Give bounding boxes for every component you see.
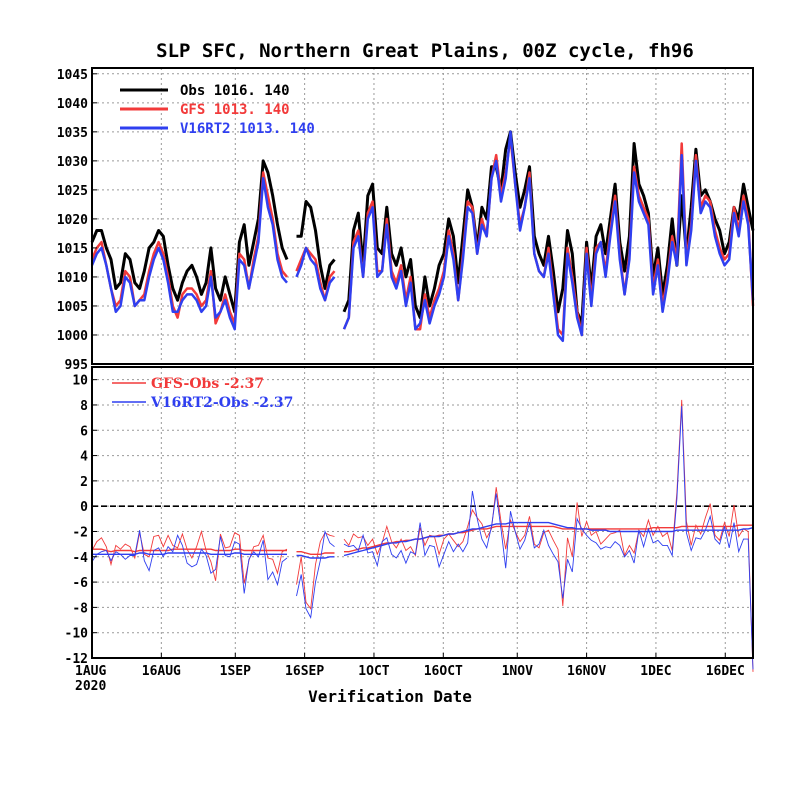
y-tick-label: -8 — [72, 601, 88, 616]
x-tick-label: 1SEP — [220, 664, 251, 679]
x-tick-label: 1NOV — [502, 664, 533, 679]
x-tick-label: 16AUG — [142, 664, 181, 679]
y-tick-label: 0 — [80, 500, 88, 515]
legend-label-gfs: GFS 1013. 140 — [180, 102, 290, 118]
y-tick-label: 1045 — [57, 68, 88, 83]
y-tick-label: -2 — [72, 525, 88, 540]
bottom-grid — [91, 367, 753, 659]
y-tick-label: 6 — [80, 424, 88, 439]
x-tick-label: 1AUG — [75, 664, 106, 679]
legend-label-gfs-obs: GFS-Obs -2.37 — [151, 376, 264, 392]
series-line-v16rt2-obs — [91, 406, 754, 670]
y-tick-label: -6 — [72, 576, 88, 591]
y-tick-label: 10 — [72, 374, 88, 389]
x-tick-label: 16OCT — [424, 664, 463, 679]
x-axis-ticks: 1AUG 16AUG 1SEP 16SEP 1OCT 16OCT 1NOV 16NOV 1DEC… — [75, 653, 745, 679]
chart-title: SLP SFC, Northern Great Plains, 00Z cycl… — [156, 40, 694, 62]
y-tick-label: 4 — [80, 450, 88, 465]
y-tick-label: 1040 — [57, 97, 88, 112]
x-tick-label: 16DEC — [706, 664, 745, 679]
y-tick-label: 1015 — [57, 242, 88, 257]
bottom-series-lines — [91, 399, 754, 672]
y-tick-label: 995 — [65, 358, 88, 373]
running-mean-line-v16rt2-obs — [92, 521, 754, 559]
legend-label-v16rt2-obs: V16RT2-Obs -2.37 — [150, 395, 293, 411]
y-tick-label: -4 — [72, 551, 88, 566]
x-axis-label: Verification Date — [308, 687, 472, 706]
y-tick-label: 1000 — [57, 329, 88, 344]
y-tick-label: 1010 — [57, 271, 88, 286]
top-panel-slp: 995 1000 1005 1010 1015 1020 1025 1030 1035 1040 1… — [57, 67, 755, 373]
series-line-v16rt2 — [90, 130, 755, 343]
legend-label-v16rt2: V16RT2 1013. 140 — [180, 121, 315, 137]
bottom-legend: GFS-Obs -2.37 V16RT2-Obs -2.37 — [112, 376, 293, 411]
x-year-label: 2020 — [75, 679, 106, 694]
top-panel-frame — [91, 67, 754, 365]
y-tick-label: 2 — [80, 475, 88, 490]
y-tick-label: 1025 — [57, 184, 88, 199]
x-tick-label: 1OCT — [358, 664, 389, 679]
bottom-y-ticks: -12 -10 -8 -6 -4 -2 0 2 4 6 8 10 — [65, 374, 97, 667]
y-tick-label: 1005 — [57, 300, 88, 315]
series-line-gfs — [90, 136, 755, 337]
x-tick-label: 16NOV — [567, 664, 606, 679]
top-legend: Obs 1016. 140 GFS 1013. 140 V16RT2 1013. 1… — [120, 83, 315, 137]
bottom-panel-frame — [91, 366, 754, 659]
top-series-lines — [90, 130, 755, 343]
legend-label-obs: Obs 1016. 140 — [180, 83, 290, 99]
y-tick-label: -10 — [65, 627, 89, 642]
x-tick-label: 1DEC — [640, 664, 671, 679]
y-tick-label: 8 — [80, 399, 88, 414]
y-tick-label: 1030 — [57, 155, 88, 170]
bottom-panel-bias: -12 -10 -8 -6 -4 -2 0 2 4 6 8 10 GFS-Obs -2.37 V16RT… — [65, 366, 754, 672]
y-tick-label: 1020 — [57, 213, 88, 228]
y-tick-label: -12 — [65, 652, 88, 667]
series-line-gfs-obs — [91, 399, 754, 672]
top-y-ticks: 995 1000 1005 1010 1015 1020 1025 1030 1035 1040 1… — [57, 68, 97, 373]
x-tick-label: 16SEP — [285, 664, 324, 679]
y-tick-label: 1035 — [57, 126, 88, 141]
